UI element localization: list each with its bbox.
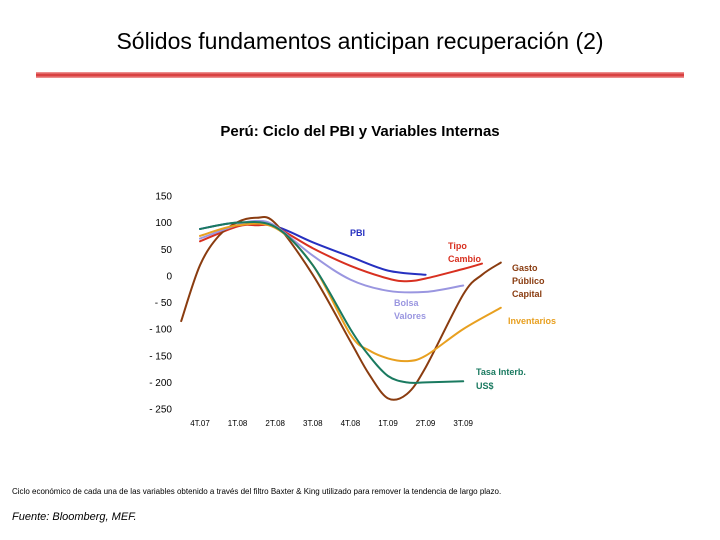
series-label-tipo-cambio: Cambio — [448, 254, 482, 264]
y-tick-label: 100 — [155, 218, 172, 229]
x-tick-label: 4T.07 — [190, 419, 210, 428]
y-tick-label: 150 — [155, 192, 172, 203]
x-tick-label: 1T.09 — [378, 419, 398, 428]
y-tick-label: 50 — [161, 245, 173, 256]
series-line-tipo-cambio — [199, 223, 483, 283]
x-tick-label: 4T.08 — [341, 419, 361, 428]
series-lines — [180, 216, 502, 401]
source-note: Fuente: Bloomberg, MEF. — [12, 511, 137, 523]
y-axis: 150 100 50 0 - 50 - 100 - 150 - 200 - 250 — [149, 192, 172, 416]
y-tick-label: - 200 — [149, 378, 172, 389]
series-label-tasa-interb-us: Tasa Interb. — [476, 367, 526, 377]
series-label-bolsa-valores: Bolsa — [394, 298, 420, 308]
title-divider — [36, 72, 684, 78]
series-label-tasa-interb-us: US$ — [476, 381, 494, 391]
series-label-pbi: PBI — [350, 228, 365, 238]
x-tick-label: 3T.09 — [453, 419, 473, 428]
series-label-gasto-publico-capital: Público — [512, 276, 545, 286]
series-label-inventarios: Inventarios — [508, 316, 556, 326]
x-tick-label: 3T.08 — [303, 419, 323, 428]
series-labels: PBI Tipo Cambio Gasto Público Capital Bolsa Val… — [350, 228, 556, 391]
series-line-inventarios — [199, 222, 502, 363]
slide-title: Sólidos fundamentos anticipan recuperaci… — [116, 28, 604, 54]
y-tick-label: - 50 — [155, 298, 173, 309]
x-tick-label: 2T.08 — [265, 419, 285, 428]
chart-footnote: Ciclo económico de cada una de las varia… — [12, 487, 502, 496]
y-tick-label: - 150 — [149, 351, 172, 362]
x-axis: 4T.07 1T.08 2T.08 3T.08 4T.08 1T.09 2T.09 3T.09 — [190, 419, 473, 428]
chart-title: Perú: Ciclo del PBI y Variables Internas — [220, 123, 500, 140]
series-label-gasto-publico-capital: Capital — [512, 289, 542, 299]
y-tick-label: - 250 — [149, 405, 172, 416]
y-tick-label: 0 — [166, 271, 172, 282]
y-tick-label: - 100 — [149, 325, 172, 336]
x-tick-label: 2T.09 — [416, 419, 436, 428]
x-tick-label: 1T.08 — [228, 419, 248, 428]
series-label-gasto-publico-capital: Gasto — [512, 263, 538, 273]
series-line-tasa-interb-us — [199, 220, 465, 384]
series-label-tipo-cambio: Tipo — [448, 241, 467, 251]
series-label-bolsa-valores: Valores — [394, 311, 426, 321]
